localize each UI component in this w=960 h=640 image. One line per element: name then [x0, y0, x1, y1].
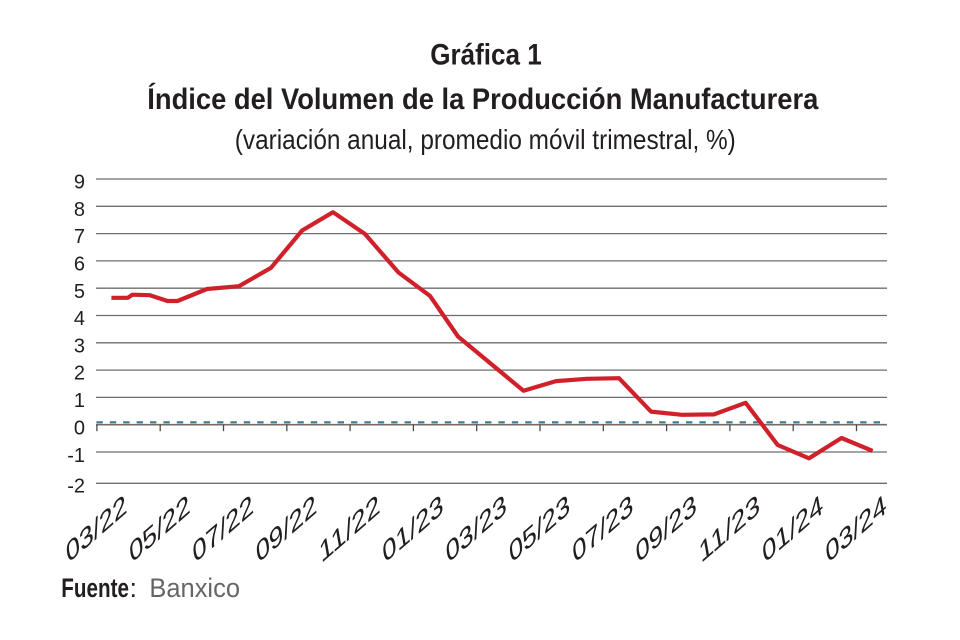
svg-text:6: 6 — [74, 254, 85, 276]
svg-text:05/23: 05/23 — [507, 488, 572, 570]
svg-text:(variación anual, promedio móv: (variación anual, promedio móvil trimest… — [235, 124, 736, 155]
svg-text:11/22: 11/22 — [317, 488, 382, 570]
svg-text:-1: -1 — [67, 445, 85, 467]
svg-text:03/22: 03/22 — [64, 488, 129, 570]
svg-text:4: 4 — [74, 308, 85, 330]
svg-text:1: 1 — [74, 390, 85, 412]
svg-text:Banxico: Banxico — [149, 573, 240, 603]
svg-text:Fuente: Fuente — [61, 573, 129, 603]
svg-text:03/24: 03/24 — [823, 488, 888, 570]
svg-text:8: 8 — [74, 199, 85, 221]
svg-text:09/22: 09/22 — [254, 488, 319, 570]
svg-text:05/22: 05/22 — [127, 488, 192, 570]
svg-text:7: 7 — [74, 226, 85, 248]
svg-text:5: 5 — [74, 281, 85, 303]
svg-text:Índice del Volumen de la Produ: Índice del Volumen de la Producción Manu… — [147, 82, 819, 116]
svg-text:11/23: 11/23 — [697, 488, 762, 570]
svg-text:Gráfica 1: Gráfica 1 — [430, 38, 542, 71]
svg-text::: : — [130, 573, 138, 603]
svg-text:01/24: 01/24 — [760, 488, 825, 570]
svg-text:07/23: 07/23 — [570, 488, 635, 570]
svg-text:07/22: 07/22 — [190, 488, 255, 570]
svg-text:2: 2 — [74, 363, 85, 385]
svg-text:-2: -2 — [67, 476, 85, 498]
svg-text:9: 9 — [74, 172, 85, 194]
svg-text:09/23: 09/23 — [633, 488, 698, 570]
svg-text:0: 0 — [74, 417, 85, 439]
svg-text:01/23: 01/23 — [380, 488, 445, 570]
svg-text:3: 3 — [74, 335, 85, 357]
svg-text:03/23: 03/23 — [444, 488, 509, 570]
